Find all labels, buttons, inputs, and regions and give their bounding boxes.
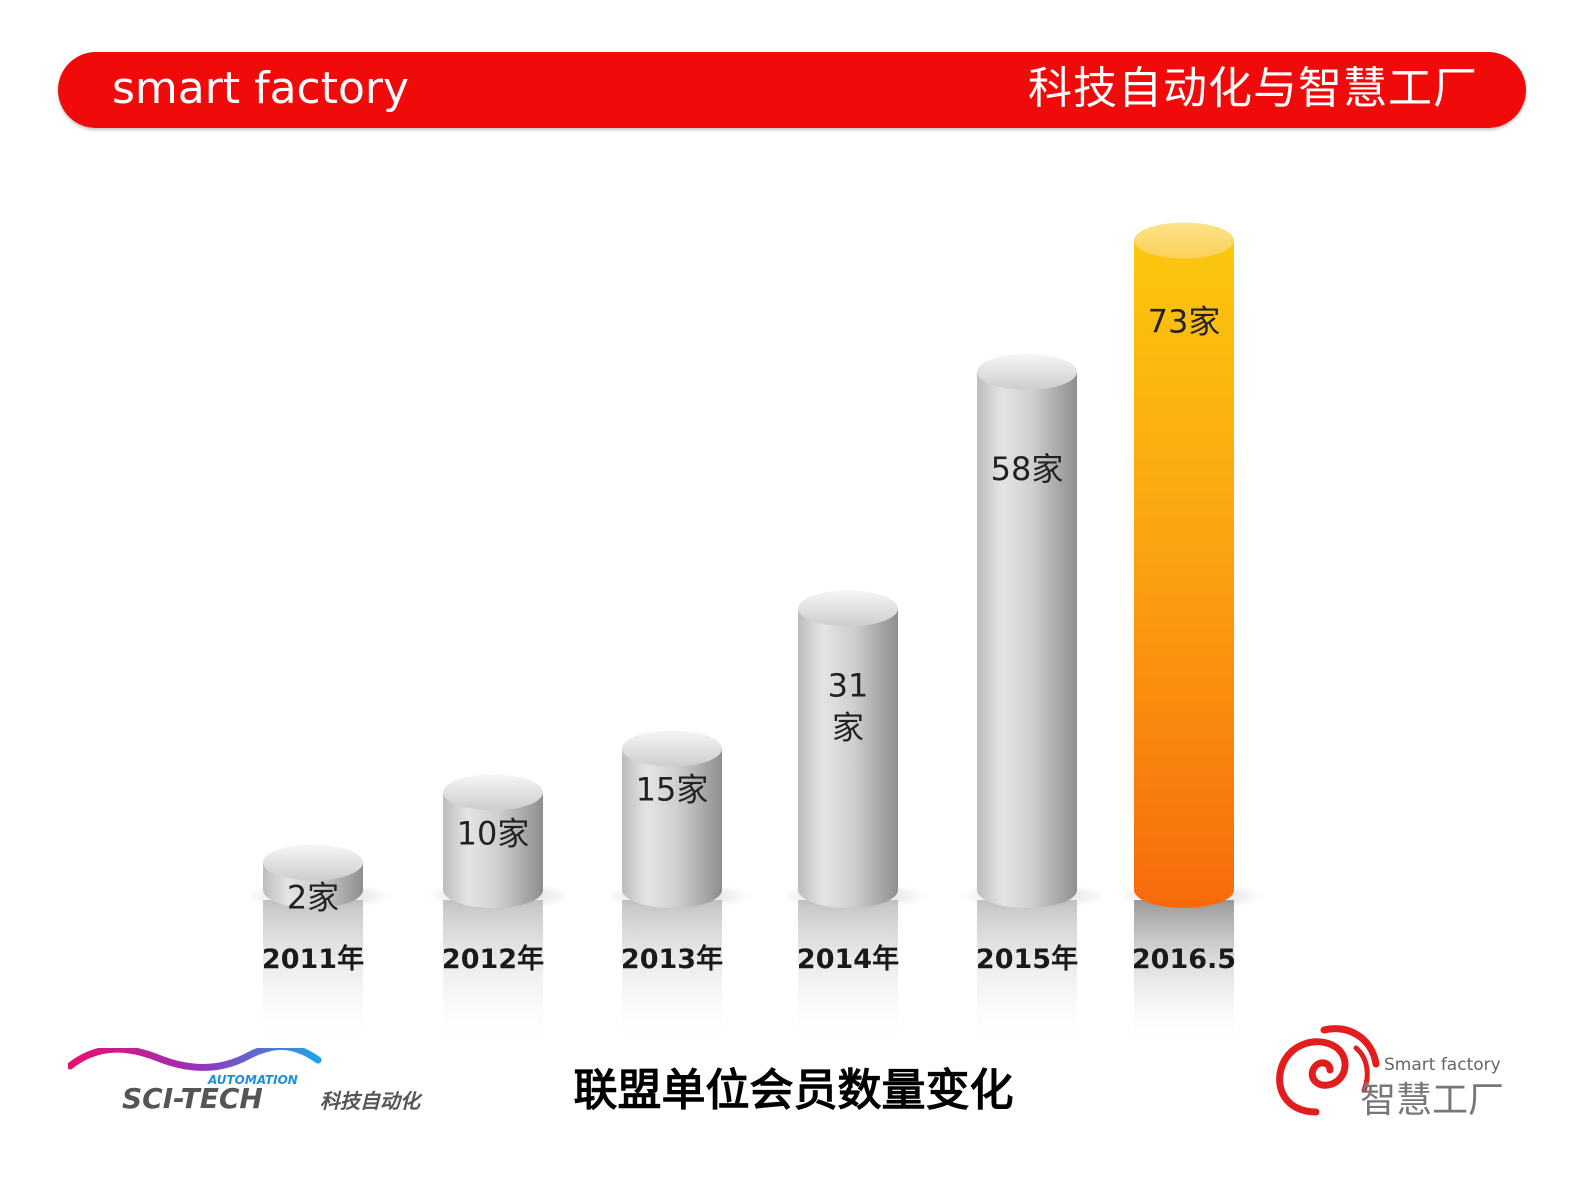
bar-reflection [443, 900, 543, 1050]
logo-cn-text: 科技自动化 [320, 1089, 423, 1113]
bar-value-unit: 家 [832, 708, 864, 746]
bar-reflection [622, 900, 722, 1050]
bar-body [798, 608, 898, 908]
bar-value-label: 58家 [991, 450, 1064, 488]
logo-scitech-text: SCI-TECH [122, 1082, 263, 1115]
category-label: 2013年 [621, 943, 723, 975]
bar-body [443, 792, 543, 908]
smart-factory-logo: Smart factory 智慧工厂 [1272, 1024, 1512, 1128]
bar-5: 58家 2015年 [961, 353, 1105, 1050]
header-banner: smart factory 科技自动化与智慧工厂 [58, 52, 1526, 128]
header-right-title: 科技自动化与智慧工厂 [1028, 63, 1478, 114]
category-label: 2011年 [262, 943, 364, 975]
bar-value-label: 10家 [457, 814, 530, 852]
logo-smart-factory-en: Smart factory [1384, 1055, 1501, 1075]
bar-top [977, 353, 1077, 390]
bar-value-label: 73家 [1148, 303, 1221, 341]
category-label: 2016.5 [1132, 944, 1236, 975]
bar-reflection [798, 900, 898, 1050]
chart-caption: 联盟单位会员数量变化 [573, 1065, 1014, 1116]
bar-1: 2家 2011年 [247, 844, 391, 1050]
bar-4: 31 家 2014年 [782, 590, 926, 1050]
header-left-title: smart factory [112, 63, 410, 114]
bar-value-label: 15家 [636, 771, 709, 809]
bar-top [798, 590, 898, 627]
bar-reflection [1134, 900, 1234, 1050]
bar-top [1134, 222, 1234, 259]
bar-2: 10家 2012年 [427, 774, 571, 1050]
category-label: 2014年 [797, 943, 899, 975]
category-label: 2012年 [442, 943, 544, 975]
bar-value-label: 31 [828, 666, 869, 704]
bar-top [443, 774, 543, 811]
bar-6: 73家 2016.5 [1118, 222, 1262, 1050]
bar-body [977, 371, 1077, 908]
bar-top [263, 844, 363, 881]
sci-tech-logo: AUTOMATION SCI-TECH 科技自动化 [66, 1042, 458, 1122]
logo-smart-factory-cn: 智慧工厂 [1360, 1080, 1504, 1121]
bar-body [622, 748, 722, 908]
logo-automation-text: AUTOMATION [207, 1073, 298, 1087]
bar-reflection [263, 900, 363, 1050]
bar-reflection [977, 900, 1077, 1050]
smart-factory-logo-mark: Smart factory 智慧工厂 [1276, 1025, 1504, 1121]
bar-value-label: 2家 [287, 878, 339, 916]
category-label: 2015年 [976, 943, 1078, 975]
cylinder-bar-chart: 2家 2011年 10家 2012年 15家 2013年 31 家 2014年 58家 2015年 7… [247, 222, 1262, 1050]
bar-top [622, 730, 722, 767]
bar-3: 15家 2013年 [606, 730, 750, 1050]
sci-tech-logo-mark: AUTOMATION SCI-TECH 科技自动化 [66, 1042, 423, 1115]
bar-body [1134, 240, 1234, 908]
